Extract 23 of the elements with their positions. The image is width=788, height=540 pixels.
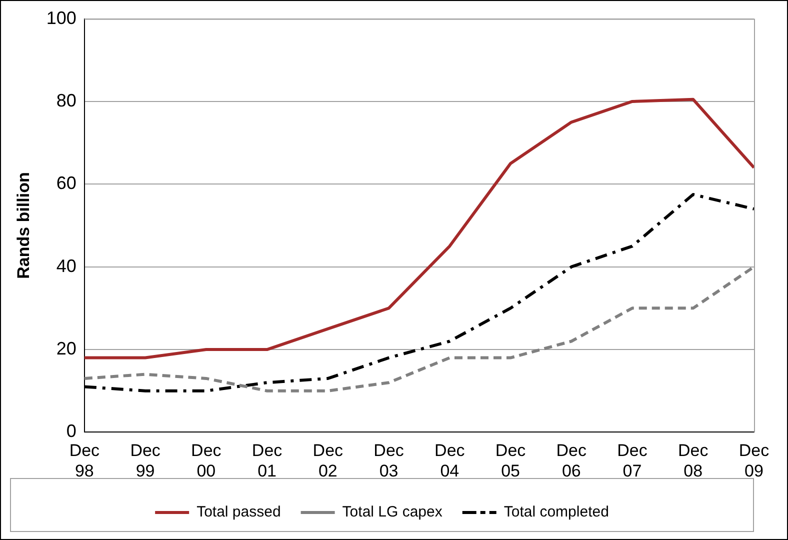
y-tick-label: 40 bbox=[56, 256, 76, 276]
legend-label: Total passed bbox=[196, 504, 281, 521]
x-tick-label: Dec 03 bbox=[374, 441, 404, 480]
y-tick-label: 80 bbox=[56, 90, 76, 110]
y-tick-label: 60 bbox=[56, 173, 76, 194]
legend-label: Total LG capex bbox=[342, 504, 443, 521]
x-tick-label: Dec 98 bbox=[69, 441, 100, 480]
x-tick-label: Dec 01 bbox=[252, 441, 283, 480]
x-tick-label: Dec 09 bbox=[738, 441, 770, 480]
x-tick-label: Dec 08 bbox=[678, 441, 709, 480]
y-tick-label: 0 bbox=[66, 421, 76, 442]
x-tick-label: Dec 00 bbox=[191, 441, 222, 480]
x-tick-label: Dec 04 bbox=[434, 441, 466, 480]
x-tick-label: Dec 99 bbox=[130, 441, 161, 480]
x-tick-label: Dec 02 bbox=[312, 441, 344, 480]
x-tick-label: Dec 06 bbox=[556, 441, 588, 480]
y-axis-title: Rands billion bbox=[14, 172, 33, 279]
x-tick-label: Dec 07 bbox=[617, 441, 648, 480]
y-tick-label: 20 bbox=[56, 338, 76, 358]
line-series bbox=[82, 265, 756, 392]
legend-label: Total completed bbox=[504, 504, 609, 521]
y-tick-label: 100 bbox=[46, 8, 76, 28]
x-tick-label: Dec 05 bbox=[495, 441, 526, 480]
